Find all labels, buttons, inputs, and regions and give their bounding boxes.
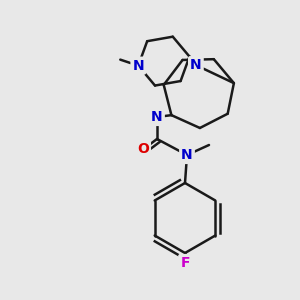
Text: N: N: [190, 58, 202, 72]
Text: N: N: [181, 148, 193, 162]
Text: N: N: [151, 110, 163, 124]
Text: F: F: [180, 256, 190, 270]
Text: N: N: [133, 58, 144, 73]
Text: O: O: [137, 142, 149, 156]
